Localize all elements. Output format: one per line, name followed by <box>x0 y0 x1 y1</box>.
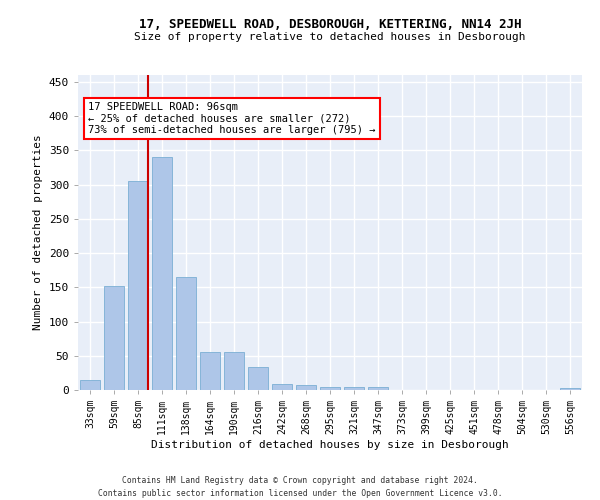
Bar <box>320 388 340 390</box>
Bar <box>344 388 364 390</box>
Bar <box>80 380 100 390</box>
Bar <box>224 352 244 390</box>
Bar <box>176 277 196 390</box>
Bar <box>296 385 316 390</box>
Bar <box>248 368 268 390</box>
Bar <box>368 386 388 390</box>
Bar <box>560 388 580 390</box>
Text: Contains HM Land Registry data © Crown copyright and database right 2024.
Contai: Contains HM Land Registry data © Crown c… <box>98 476 502 498</box>
Bar <box>272 384 292 390</box>
Text: 17, SPEEDWELL ROAD, DESBOROUGH, KETTERING, NN14 2JH: 17, SPEEDWELL ROAD, DESBOROUGH, KETTERIN… <box>139 18 521 30</box>
X-axis label: Distribution of detached houses by size in Desborough: Distribution of detached houses by size … <box>151 440 509 450</box>
Y-axis label: Number of detached properties: Number of detached properties <box>33 134 43 330</box>
Bar <box>128 181 148 390</box>
Text: Size of property relative to detached houses in Desborough: Size of property relative to detached ho… <box>134 32 526 42</box>
Bar <box>200 352 220 390</box>
Text: 17 SPEEDWELL ROAD: 96sqm
← 25% of detached houses are smaller (272)
73% of semi-: 17 SPEEDWELL ROAD: 96sqm ← 25% of detach… <box>88 102 376 135</box>
Bar <box>152 157 172 390</box>
Bar <box>104 286 124 390</box>
